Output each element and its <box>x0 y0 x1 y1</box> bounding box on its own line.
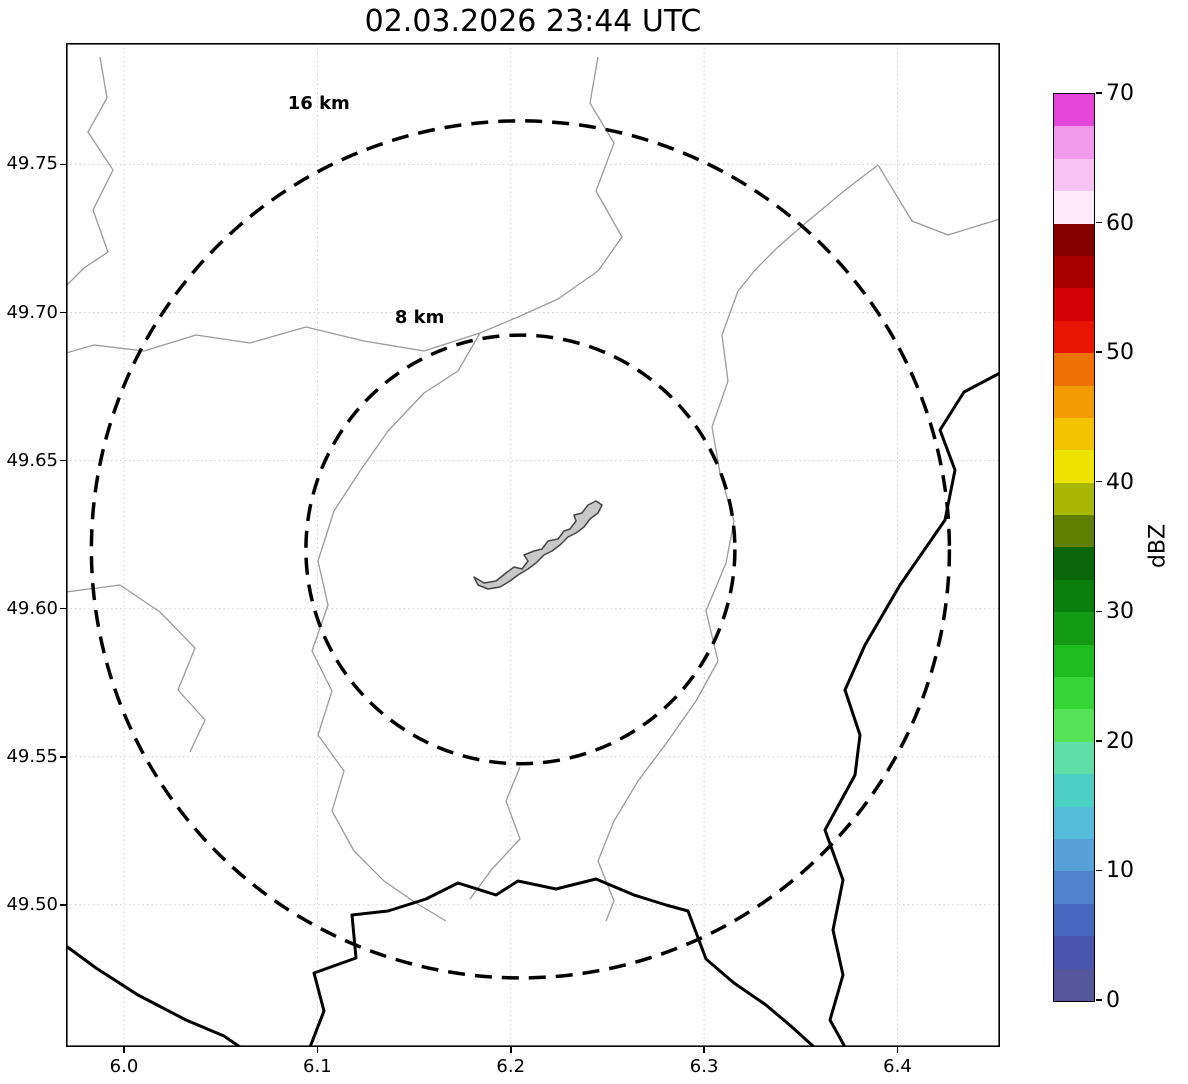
colorbar-segment <box>1054 223 1094 256</box>
x-tick-mark <box>316 1047 319 1053</box>
y-tick-label: 49.70 <box>6 301 58 323</box>
colorbar-segment <box>1054 968 1094 1001</box>
colorbar-segment <box>1054 515 1094 548</box>
colorbar-segment <box>1054 417 1094 451</box>
colorbar-tick-mark <box>1096 610 1102 613</box>
colorbar-tick-mark <box>1096 480 1102 483</box>
x-tick-mark <box>510 1047 512 1053</box>
colorbar-segment <box>1054 320 1094 354</box>
boundary-line <box>66 584 206 753</box>
country-border-line <box>66 944 242 1047</box>
plot-title: 02.03.2026 23:44 UTC <box>364 4 702 39</box>
colorbar <box>1053 93 1095 1002</box>
colorbar-segment <box>1054 126 1094 159</box>
colorbar-segment <box>1054 741 1094 775</box>
colorbar-segment <box>1054 871 1094 904</box>
y-tick-label: 49.55 <box>6 745 58 767</box>
range-ring-label: 8 km <box>395 307 445 328</box>
boundary-line <box>469 766 521 900</box>
colorbar-segment <box>1054 612 1094 645</box>
colorbar-segment <box>1054 806 1094 839</box>
x-tick-label: 6.3 <box>689 1056 719 1077</box>
colorbar-segment <box>1054 903 1094 937</box>
colorbar-segment <box>1054 158 1094 192</box>
colorbar-tick-mark <box>1096 740 1102 742</box>
x-tick-label: 6.1 <box>303 1056 332 1077</box>
colorbar-segment <box>1054 936 1094 969</box>
range-ring-label: 16 km <box>288 93 350 114</box>
colorbar-tick-label: 50 <box>1106 340 1134 366</box>
boundary-line <box>311 332 481 922</box>
colorbar-tick-label: 70 <box>1106 81 1134 106</box>
colorbar-segment <box>1054 288 1094 321</box>
colorbar-tick-mark <box>1096 221 1102 224</box>
colorbar-segment <box>1054 191 1094 224</box>
colorbar-segment <box>1054 644 1094 678</box>
colorbar-tick-label: 20 <box>1106 728 1134 754</box>
boundary-line <box>66 56 114 287</box>
range-ring-8km <box>304 333 737 766</box>
x-tick-mark <box>703 1047 705 1053</box>
city-boundary-polygon <box>473 500 603 590</box>
range-ring-16km <box>89 119 952 980</box>
colorbar-segment <box>1054 579 1094 613</box>
plot-border <box>66 43 1000 1047</box>
colorbar-segment <box>1054 385 1094 418</box>
y-tick-label: 49.60 <box>6 597 58 619</box>
x-tick-label: 6.4 <box>883 1056 912 1077</box>
colorbar-tick-mark <box>1096 869 1102 872</box>
x-tick-mark <box>896 1047 899 1053</box>
colorbar-tick-mark <box>1096 92 1102 94</box>
colorbar-segment <box>1054 94 1094 127</box>
colorbar-segment <box>1054 255 1094 289</box>
colorbar-axis-label: dBZ <box>1145 523 1171 569</box>
x-tick-mark <box>123 1047 125 1053</box>
colorbar-segment <box>1054 709 1094 742</box>
y-tick-label: 49.65 <box>6 449 58 471</box>
boundary-line <box>66 326 481 354</box>
boundary-line <box>877 164 1000 236</box>
colorbar-segment <box>1054 547 1094 580</box>
colorbar-segment <box>1054 353 1094 386</box>
colorbar-tick-mark <box>1096 351 1102 353</box>
colorbar-tick-mark <box>1096 999 1102 1001</box>
colorbar-segment <box>1054 450 1094 483</box>
colorbar-tick-label: 30 <box>1106 599 1134 625</box>
colorbar-segment <box>1054 677 1094 710</box>
boundary-line <box>479 56 623 334</box>
x-tick-label: 6.0 <box>109 1056 139 1077</box>
colorbar-tick-label: 60 <box>1106 210 1134 236</box>
colorbar-segment <box>1054 482 1094 516</box>
colorbar-tick-label: 10 <box>1106 858 1134 884</box>
x-tick-label: 6.2 <box>496 1056 526 1077</box>
colorbar-tick-label: 40 <box>1106 469 1134 495</box>
boundary-line <box>597 164 879 922</box>
y-tick-label: 49.50 <box>6 893 58 915</box>
country-border-line <box>308 877 816 1047</box>
colorbar-segment <box>1054 838 1094 872</box>
y-tick-label: 49.75 <box>6 153 58 175</box>
country-border-line <box>823 371 1000 1047</box>
colorbar-tick-label: 0 <box>1106 988 1120 1013</box>
colorbar-segment <box>1054 774 1094 807</box>
map-plot: 8 km 16 km <box>66 43 1000 1047</box>
